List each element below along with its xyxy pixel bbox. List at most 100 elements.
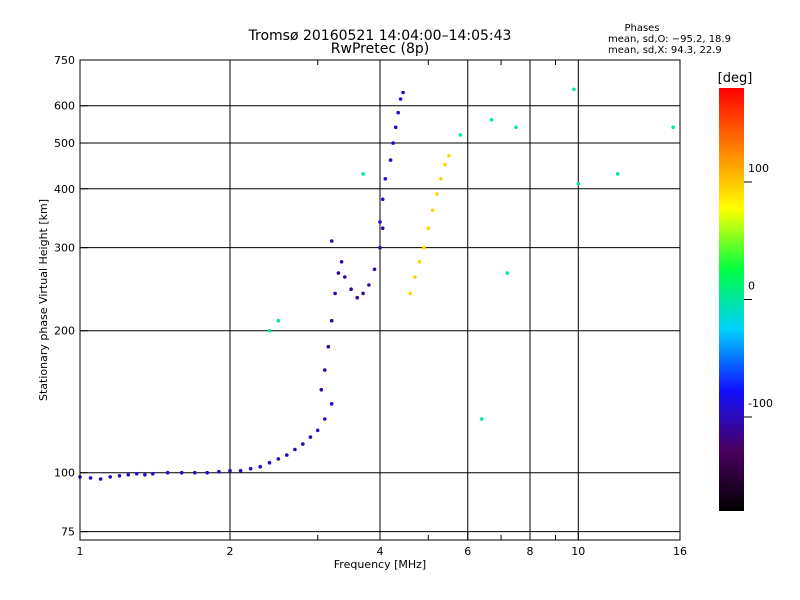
data-point-F1-cusp bbox=[339, 260, 344, 264]
data-point-F1-cusp bbox=[378, 245, 382, 250]
x-axis: 1 2 4 6 8 10 16 bbox=[77, 60, 687, 558]
data-point-F2-X bbox=[417, 260, 422, 264]
data-points bbox=[78, 87, 675, 481]
data-point-F1-cusp bbox=[329, 239, 334, 243]
data-point-F2-X bbox=[430, 208, 435, 213]
y-tick-label: 300 bbox=[54, 242, 75, 255]
data-point-F1-cusp bbox=[329, 318, 334, 323]
data-point-low-E bbox=[205, 470, 209, 475]
data-point-F2-O bbox=[378, 220, 382, 224]
x-tick-label: 10 bbox=[571, 545, 585, 558]
y-tick-label: 75 bbox=[61, 526, 75, 539]
stats-line-x: mean, sd,X: 94.3, 22.9 bbox=[608, 45, 722, 56]
data-point-sporadic bbox=[267, 328, 272, 333]
data-point-low-E bbox=[193, 470, 197, 475]
colorbar-ticks: 100 0 -100 bbox=[744, 162, 773, 418]
stats-header: Phases bbox=[624, 23, 659, 34]
data-point-low-E bbox=[238, 468, 243, 473]
data-point-low-E bbox=[308, 435, 313, 439]
x-tick-label: 8 bbox=[527, 545, 534, 558]
y-tick-label: 500 bbox=[54, 137, 75, 150]
data-point-F1-cusp bbox=[319, 387, 324, 392]
data-point-sporadic bbox=[572, 87, 576, 92]
data-point-sporadic bbox=[505, 271, 510, 275]
data-point-low-E bbox=[228, 468, 232, 473]
data-point-low-E bbox=[248, 466, 253, 471]
data-point-low-E bbox=[143, 473, 147, 477]
data-point-F2-X bbox=[422, 245, 426, 250]
data-point-F1-cusp bbox=[355, 295, 360, 300]
data-point-low-E bbox=[126, 473, 131, 477]
data-point-sporadic bbox=[489, 118, 494, 122]
data-point-sporadic bbox=[361, 172, 365, 176]
y-axis: 75 100 200 300 400 500 600 750 bbox=[54, 54, 88, 539]
y-tick-label: 100 bbox=[54, 467, 75, 480]
data-point-F2-X bbox=[426, 226, 431, 230]
grid bbox=[80, 60, 680, 540]
chart-subtitle: RwPretec (8p) bbox=[331, 41, 429, 57]
data-point-low-E bbox=[276, 457, 281, 461]
data-point-low-E bbox=[151, 471, 155, 476]
data-point-low-E bbox=[285, 453, 289, 457]
stats-line-o: mean, sd,O: −95.2, 18.9 bbox=[608, 34, 731, 45]
data-point-F1-cusp bbox=[372, 267, 377, 272]
data-point-F2-O bbox=[388, 158, 393, 162]
data-point-F2-O bbox=[401, 90, 405, 95]
data-point-F1-cusp bbox=[343, 275, 347, 279]
data-point-F1-cusp bbox=[380, 226, 385, 230]
data-point-sporadic bbox=[576, 181, 581, 186]
data-point-low-E bbox=[323, 417, 327, 421]
data-point-low-E bbox=[258, 464, 263, 469]
data-point-low-E bbox=[315, 428, 320, 433]
data-point-sporadic bbox=[514, 125, 518, 130]
data-point-F1-cusp bbox=[336, 271, 341, 275]
x-tick-label: 6 bbox=[464, 545, 471, 558]
data-point-low-E bbox=[217, 469, 221, 474]
data-point-F1-cusp bbox=[323, 368, 327, 372]
data-point-F2-X bbox=[447, 153, 451, 158]
x-tick-label: 16 bbox=[673, 545, 687, 558]
data-point-sporadic bbox=[276, 318, 281, 323]
colorbar-tick-label: 100 bbox=[748, 162, 769, 175]
colorbar-label: [deg] bbox=[718, 71, 753, 86]
colorbar-tick-label: -100 bbox=[748, 397, 773, 410]
data-point-F1-cusp bbox=[349, 287, 353, 292]
x-tick-label: 1 bbox=[77, 545, 84, 558]
data-point-low-E bbox=[165, 470, 170, 475]
y-tick-label: 200 bbox=[54, 325, 75, 338]
x-axis-label: Frequency [MHz] bbox=[334, 558, 426, 571]
data-point-F2-O bbox=[393, 125, 398, 130]
data-point-low-E bbox=[98, 477, 103, 481]
data-point-F2-O bbox=[380, 197, 385, 202]
y-axis-label: Stationary phase Virtual Height [km] bbox=[37, 199, 50, 401]
data-point-low-E bbox=[108, 475, 112, 479]
data-point-low-E bbox=[301, 442, 305, 446]
x-tick-label: 4 bbox=[377, 545, 384, 558]
data-point-sporadic bbox=[671, 125, 675, 130]
data-point-sporadic bbox=[615, 172, 620, 176]
data-point-F2-X bbox=[439, 177, 443, 181]
chart-title: Tromsø 20160521 14:04:00–14:05:43 bbox=[248, 28, 512, 44]
data-point-F2-X bbox=[435, 192, 439, 196]
data-point-low-E bbox=[293, 447, 297, 452]
data-point-low-E bbox=[329, 402, 334, 406]
data-point-F2-X bbox=[413, 275, 417, 279]
data-point-F2-O bbox=[398, 97, 403, 101]
data-point-low-E bbox=[267, 460, 272, 465]
data-point-F2-X bbox=[408, 291, 413, 296]
data-point-low-E bbox=[117, 474, 122, 478]
data-point-F1-cusp bbox=[333, 291, 337, 296]
data-point-F2-O bbox=[396, 110, 401, 115]
data-point-F2-X bbox=[443, 162, 447, 167]
y-tick-label: 400 bbox=[54, 183, 75, 196]
data-point-sporadic bbox=[458, 133, 463, 137]
data-point-low-E bbox=[135, 471, 139, 476]
x-tick-label: 2 bbox=[227, 545, 234, 558]
data-point-F1-cusp bbox=[326, 344, 331, 349]
data-point-low-E bbox=[88, 476, 93, 480]
data-point-sporadic bbox=[479, 417, 484, 421]
data-point-F1-cusp bbox=[367, 283, 371, 287]
y-tick-label: 600 bbox=[54, 100, 75, 113]
colorbar bbox=[719, 88, 744, 511]
